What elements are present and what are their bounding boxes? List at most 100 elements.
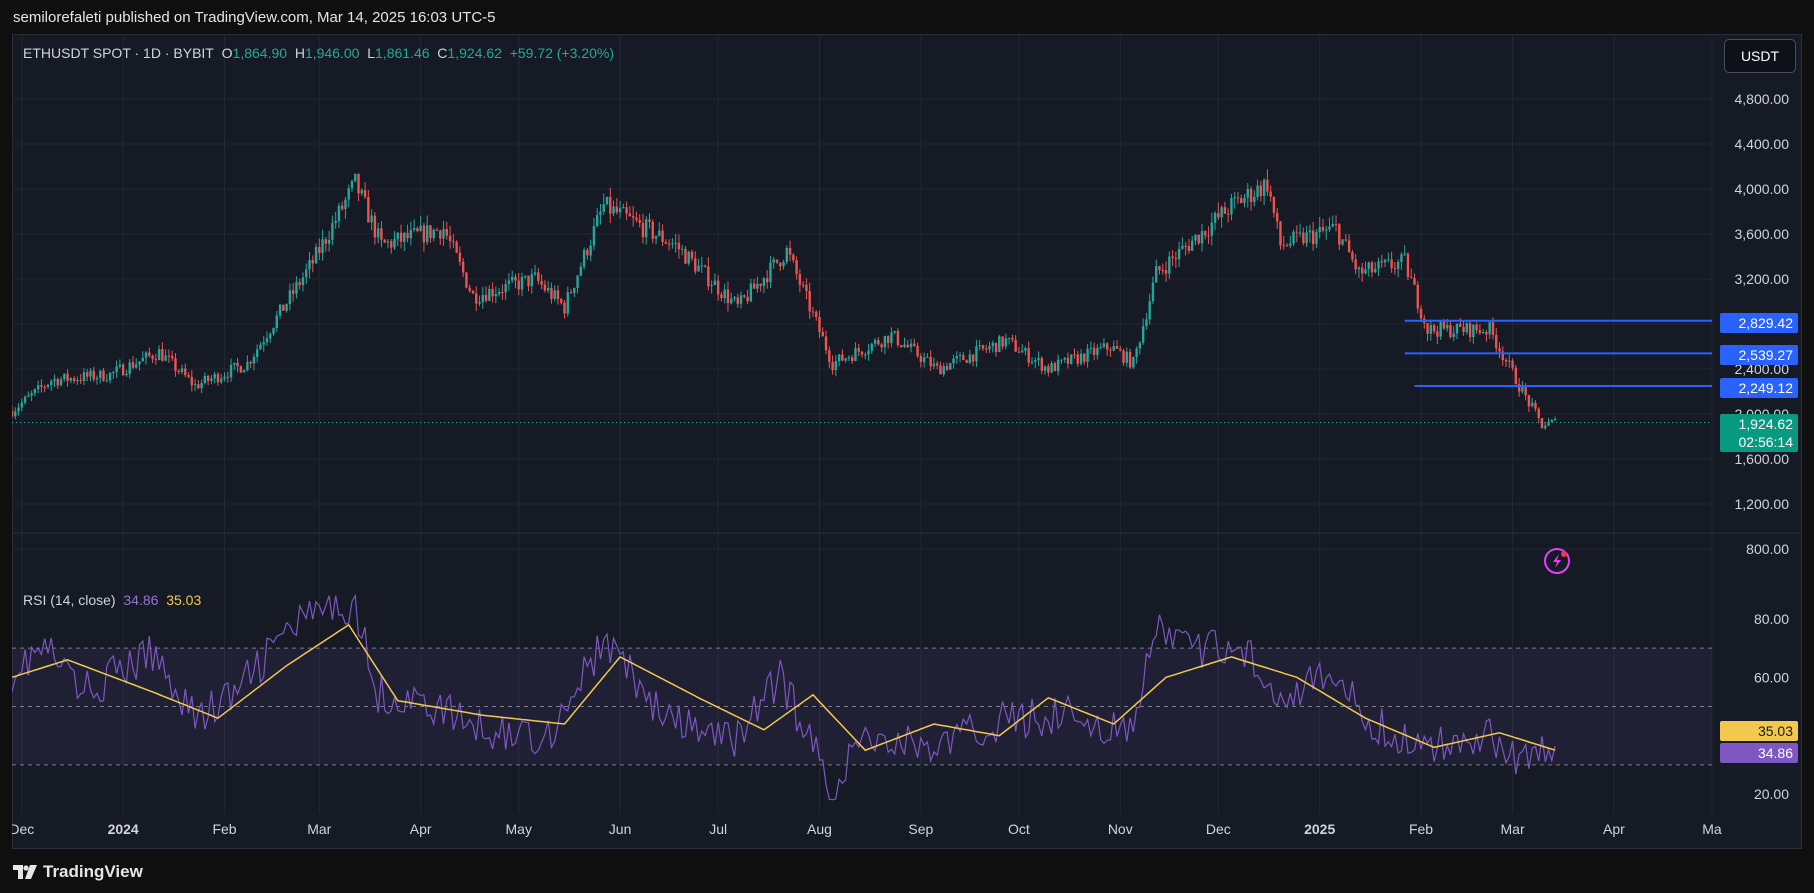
candle-body	[870, 343, 874, 351]
candle-body	[1416, 284, 1419, 309]
last-price-tag: 1,924.62	[1720, 414, 1798, 434]
candle-body	[537, 272, 540, 282]
chart-canvas[interactable]: 4,800.00 4,400.00 4,000.00 3,600.00 3,200.00…	[12, 34, 1802, 849]
candle-body	[1141, 326, 1145, 343]
level-tag-3[interactable]: 2,249.12	[1720, 378, 1798, 398]
candle-body	[210, 378, 213, 381]
candle-body	[795, 260, 798, 275]
candle-body	[1521, 386, 1524, 392]
candle-body	[1318, 227, 1321, 233]
brand-footer[interactable]: TradingView	[13, 862, 143, 882]
candle-body	[1171, 256, 1174, 259]
candle-body	[249, 361, 252, 364]
candle-body	[1226, 213, 1230, 215]
candle-body	[23, 396, 27, 403]
candle-body	[79, 379, 82, 381]
candle-body	[645, 219, 648, 238]
candle-body	[811, 311, 815, 313]
candle-body	[425, 225, 429, 243]
candle-body	[432, 229, 435, 239]
candle-body	[703, 265, 707, 267]
candle-body	[517, 280, 520, 290]
candle-body	[602, 204, 605, 212]
candle-body	[716, 280, 720, 295]
candle-body	[694, 258, 697, 272]
rsi-legend[interactable]: RSI (14, close) 34.86 35.03	[23, 592, 201, 608]
candle-body	[1357, 267, 1361, 270]
candle-body	[455, 241, 458, 253]
candle-body	[1086, 348, 1089, 362]
candle-body	[59, 379, 63, 386]
candle-body	[975, 346, 978, 362]
candle-body	[354, 173, 357, 181]
candle-body	[1279, 221, 1282, 246]
candle-body	[926, 356, 929, 358]
candle-body	[1158, 266, 1161, 271]
candle-body	[808, 291, 811, 312]
candle-body	[906, 344, 909, 348]
candle-body	[1517, 384, 1521, 392]
candle-body	[1298, 232, 1302, 234]
candle-body	[739, 295, 743, 304]
candle-body	[1511, 360, 1514, 368]
candle-body	[546, 287, 550, 291]
candle-body	[615, 206, 619, 213]
candle-body	[955, 355, 959, 359]
candle-body	[667, 243, 671, 245]
candle-body	[1060, 359, 1063, 361]
high-value: 1,946.00	[304, 45, 360, 61]
candle-body	[841, 354, 844, 361]
candle-body	[370, 215, 373, 223]
candle-body	[524, 275, 527, 277]
candle-body	[105, 380, 109, 382]
time-axis: Dec 2024 Feb Mar Apr May Jun Jul Aug Sep Oct Nov Dec…	[12, 821, 1722, 837]
candle-body	[422, 225, 426, 243]
candle-body	[46, 384, 50, 387]
candle-body	[635, 217, 638, 221]
candle-body	[1547, 421, 1550, 426]
candle-body	[340, 205, 344, 210]
candle-body	[1390, 259, 1393, 269]
candle-body	[586, 249, 589, 256]
candle-body	[465, 272, 468, 288]
candle-body	[138, 361, 141, 365]
candle-body	[1465, 323, 1469, 333]
time-tick-label: Nov	[1108, 821, 1133, 837]
candle-body	[36, 385, 40, 390]
currency-button[interactable]: USDT	[1724, 39, 1796, 73]
candle-body	[20, 402, 24, 408]
time-tick-label: Ma	[1702, 821, 1722, 837]
candle-body	[553, 290, 556, 299]
candle-body	[736, 297, 739, 304]
candle-body	[412, 228, 416, 230]
candle-body	[945, 366, 949, 370]
candle-body	[76, 379, 79, 381]
candle-body	[380, 228, 383, 240]
candle-body	[494, 294, 498, 297]
candle-body	[1449, 324, 1452, 337]
candle-body	[1207, 235, 1210, 237]
level-tag-1[interactable]: 2,829.42	[1720, 313, 1798, 333]
candle-body	[66, 373, 69, 381]
horizontal-levels[interactable]	[1404, 319, 1712, 387]
candle-body	[1249, 189, 1253, 202]
candle-body	[893, 331, 896, 333]
symbol-label[interactable]: ETHUSDT SPOT · 1D · BYBIT	[23, 45, 214, 61]
candle-body	[197, 384, 200, 389]
candle-body	[919, 356, 923, 362]
level-tag-2[interactable]: 2,539.27	[1720, 345, 1798, 365]
candle-body	[962, 354, 965, 361]
candle-body	[161, 349, 164, 361]
candle-body	[360, 190, 364, 194]
alert-icon[interactable]	[1544, 548, 1570, 574]
candle-body	[1485, 332, 1488, 335]
candle-body	[520, 276, 524, 290]
candle-body	[1459, 323, 1462, 328]
candle-body	[350, 180, 354, 189]
candle-body	[203, 375, 207, 384]
candle-body	[550, 287, 553, 299]
rsi-tag: 34.86	[1720, 743, 1798, 763]
candle-body	[638, 220, 641, 223]
candle-body	[1445, 324, 1449, 329]
candle-body	[314, 246, 318, 264]
